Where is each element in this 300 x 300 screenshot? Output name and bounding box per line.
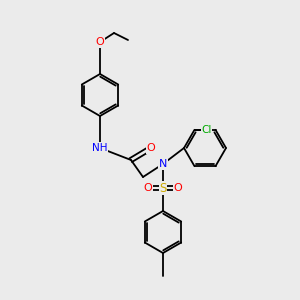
Text: O: O	[144, 183, 152, 193]
Text: O: O	[147, 143, 155, 153]
Text: Cl: Cl	[201, 125, 212, 135]
Text: S: S	[159, 182, 167, 194]
Text: O: O	[96, 37, 104, 47]
Text: NH: NH	[92, 143, 108, 153]
Text: O: O	[174, 183, 182, 193]
Text: N: N	[159, 159, 167, 169]
